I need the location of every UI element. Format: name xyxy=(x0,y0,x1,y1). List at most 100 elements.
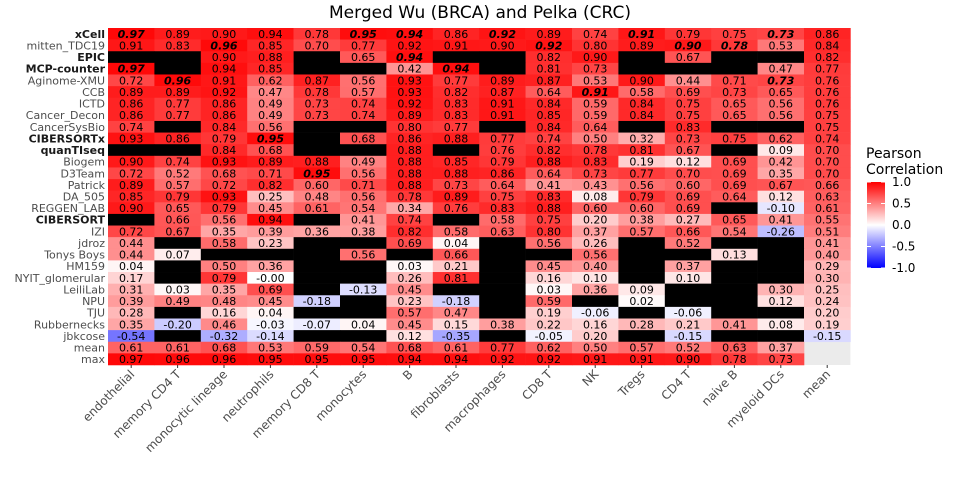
cell-value-label: 0.09 xyxy=(769,144,794,157)
heatmap-cell xyxy=(247,213,294,226)
heatmap-cell xyxy=(386,306,434,319)
heatmap-cell-missing xyxy=(293,283,341,296)
heatmap-cell xyxy=(340,109,387,122)
heatmap-cell xyxy=(200,132,248,145)
cell-value-label: 0.79 xyxy=(490,156,515,169)
heatmap-cell xyxy=(525,202,573,215)
cell-value-label: 0.55 xyxy=(815,214,840,227)
heatmap-cell xyxy=(525,120,573,133)
cell-value-label: 0.56 xyxy=(769,109,794,122)
heatmap-cell-missing xyxy=(664,248,712,261)
cell-value-label: 0.10 xyxy=(676,272,701,285)
cell-value-label: 0.73 xyxy=(305,98,330,111)
cell-value-label: 0.38 xyxy=(490,318,515,331)
cell-value-label: 0.44 xyxy=(119,249,144,262)
cell-value-label: 0.29 xyxy=(815,260,840,273)
cell-value-label: 0.20 xyxy=(583,330,608,343)
heatmap-cell xyxy=(804,202,851,215)
cell-value-label: 0.73 xyxy=(444,179,469,192)
row-label: Cancer_Decon xyxy=(26,109,105,122)
heatmap-cell xyxy=(804,318,851,331)
heatmap-cell xyxy=(340,248,387,261)
row-label: max xyxy=(81,353,105,366)
row-labels: xCellmitten_TDC19EPICMCP-counterAginome-… xyxy=(15,28,106,366)
cell-value-label: 0.90 xyxy=(119,156,144,169)
row-label: D3Team xyxy=(60,167,105,180)
cell-value-label: 0.78 xyxy=(397,190,422,203)
cell-value-label: 0.12 xyxy=(769,295,794,308)
heatmap-cell xyxy=(711,109,758,122)
cell-value-label: 0.88 xyxy=(397,167,422,180)
cell-value-label: 0.39 xyxy=(258,225,283,238)
cell-value-label: 0.75 xyxy=(722,28,747,41)
heatmap-cell-missing xyxy=(479,283,526,296)
cell-value-label: 0.58 xyxy=(444,225,469,238)
cell-value-label: 0.85 xyxy=(258,39,283,52)
cell-value-label: 0.79 xyxy=(212,202,237,215)
cell-value-label: 0.35 xyxy=(212,283,237,296)
heatmap-cell xyxy=(618,283,666,296)
cell-value-label: 0.67 xyxy=(676,51,701,64)
heatmap-cell xyxy=(340,39,387,52)
heatmap-cell-missing xyxy=(479,330,526,343)
heatmap-cell xyxy=(804,237,851,250)
cell-value-label: 0.69 xyxy=(397,237,422,250)
cell-value-label: 0.74 xyxy=(165,156,190,169)
cell-value-label: 0.50 xyxy=(583,132,608,145)
heatmap-cell xyxy=(154,318,202,331)
cell-value-label: -0.32 xyxy=(210,330,238,343)
heatmap-cell xyxy=(340,132,387,145)
heatmap-cell xyxy=(572,86,619,99)
heatmap-cell xyxy=(525,295,573,308)
heatmap-cell xyxy=(525,237,573,250)
heatmap-cell xyxy=(664,109,712,122)
cell-value-label: 0.04 xyxy=(258,307,283,320)
heatmap-cell xyxy=(154,97,202,110)
heatmap-cell-missing xyxy=(108,51,155,64)
heatmap-cell-missing xyxy=(711,283,758,296)
heatmap-cell xyxy=(200,62,248,75)
cell-value-label: 0.45 xyxy=(537,260,562,273)
heatmap-cell xyxy=(108,167,155,180)
cell-value-label: 0.60 xyxy=(583,202,608,215)
heatmap-cell xyxy=(664,190,712,203)
cell-value-label: 0.87 xyxy=(305,74,330,87)
heatmap-cell-missing xyxy=(293,132,341,145)
heatmap-cell xyxy=(154,341,202,354)
cell-value-label: 0.90 xyxy=(629,74,654,87)
heatmap-cell-missing xyxy=(386,248,434,261)
row-label: mean xyxy=(74,342,105,355)
cell-value-label: 0.23 xyxy=(397,295,422,308)
cell-value-label: 0.78 xyxy=(305,86,330,99)
cell-value-label: 0.89 xyxy=(629,39,654,52)
cell-value-label: 0.85 xyxy=(444,156,469,169)
heatmap-cell xyxy=(525,341,573,354)
heatmap-cell xyxy=(200,155,248,168)
cell-value-label: 0.22 xyxy=(537,318,562,331)
cell-value-label: 0.64 xyxy=(537,86,562,99)
heatmap-cell xyxy=(711,179,758,191)
heatmap-cell xyxy=(247,330,294,343)
heatmap-cell xyxy=(757,144,805,157)
cell-value-label: 0.82 xyxy=(258,179,283,192)
cell-value-label: 0.66 xyxy=(165,214,190,227)
cell-value-label: 0.79 xyxy=(212,132,237,145)
cell-value-label: 0.77 xyxy=(165,109,190,122)
heatmap-cell xyxy=(340,353,387,366)
cell-value-label: 0.78 xyxy=(305,28,330,41)
cell-value-label: 0.71 xyxy=(351,179,376,192)
cell-value-label: 0.51 xyxy=(815,225,840,238)
heatmap-cell-missing xyxy=(340,120,387,133)
heatmap-cell xyxy=(200,144,248,157)
heatmap-cell xyxy=(757,62,805,75)
heatmap-cell xyxy=(664,167,712,180)
row-label: CIBERSORT xyxy=(36,214,106,227)
cell-value-label: 0.56 xyxy=(212,214,237,227)
cell-value-label: 0.91 xyxy=(212,74,237,87)
cell-value-label: 0.69 xyxy=(258,283,283,296)
heatmap-cell xyxy=(757,353,805,366)
heatmap-cell xyxy=(386,86,434,99)
heatmap-cell-missing xyxy=(479,237,526,250)
heatmap-cell xyxy=(757,28,805,40)
